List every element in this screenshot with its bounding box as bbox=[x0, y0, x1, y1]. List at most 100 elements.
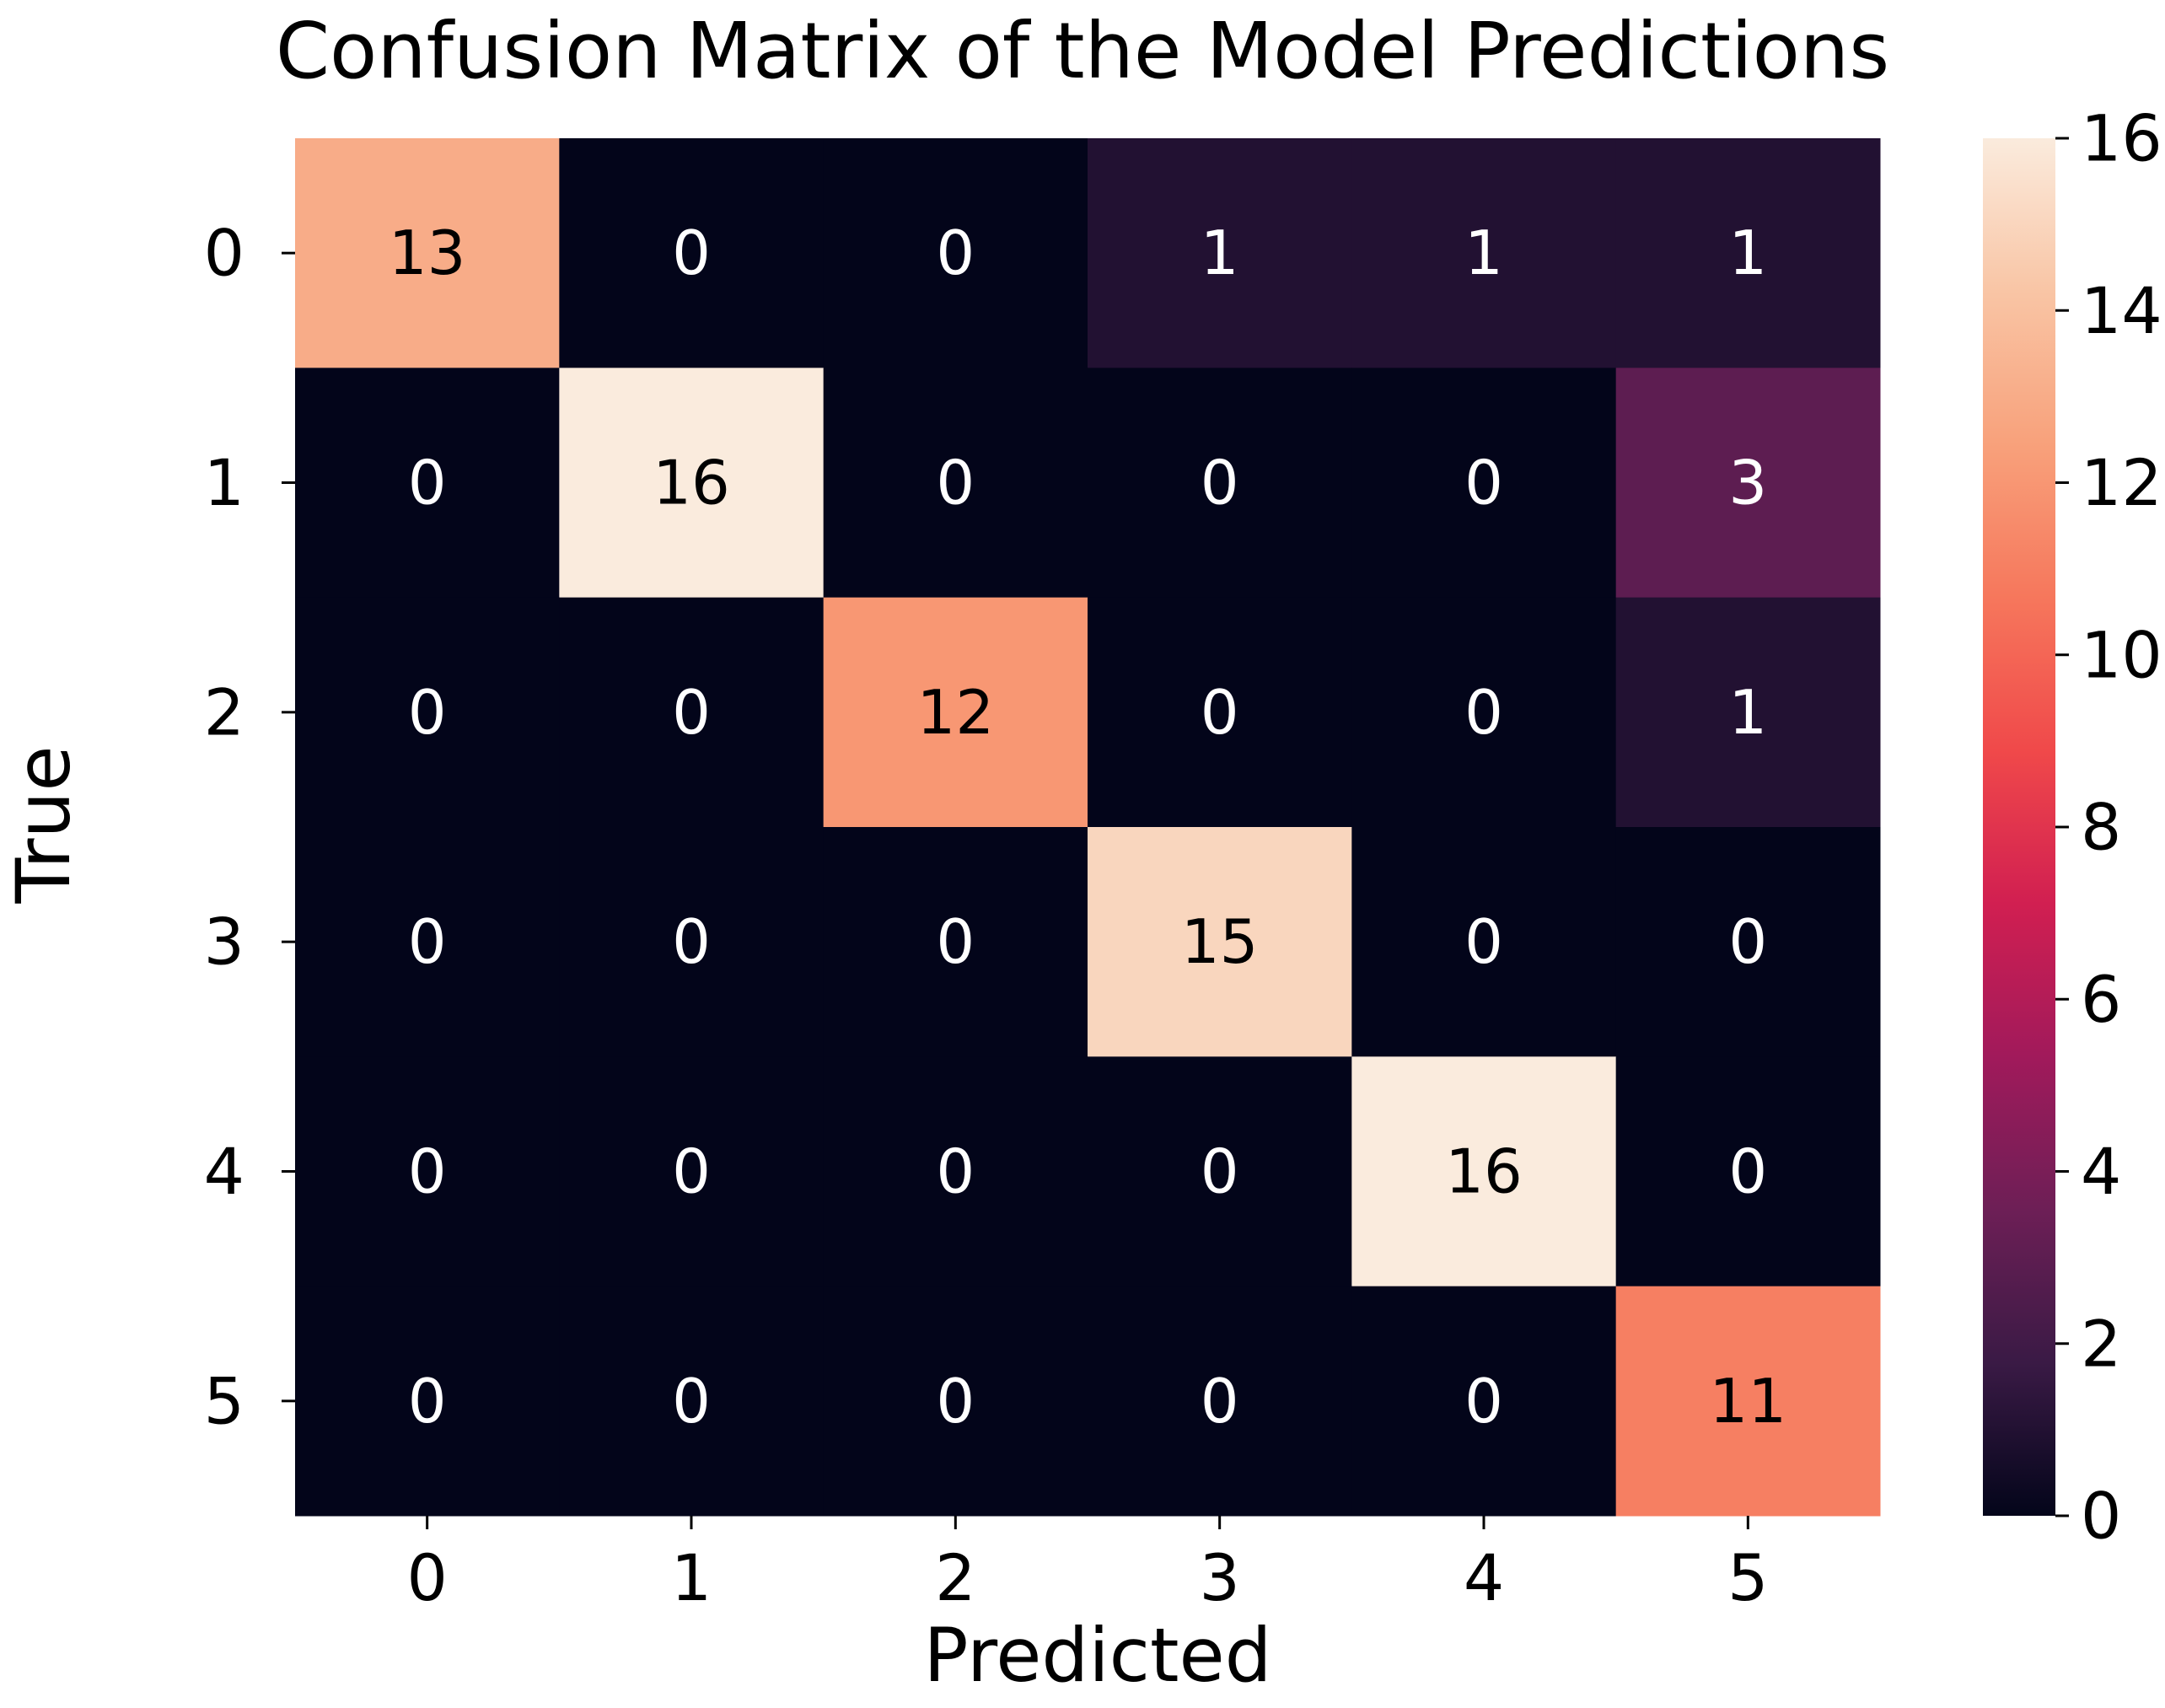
y-axis-ticks: 0 1 2 3 4 5 bbox=[204, 216, 295, 1438]
cell-value-label: 0 bbox=[1464, 906, 1503, 977]
colorbar-tick-label: 16 bbox=[2081, 101, 2162, 176]
y-tick-label: 5 bbox=[204, 1363, 244, 1438]
cell-value-label: 0 bbox=[1201, 1136, 1239, 1207]
cell-value-label: 0 bbox=[936, 448, 975, 518]
heatmap-cell bbox=[1088, 368, 1352, 599]
heatmap-cell bbox=[823, 827, 1088, 1057]
cell-value-label: 1 bbox=[1201, 218, 1239, 288]
heatmap-cell bbox=[559, 1056, 825, 1287]
heatmap-cell bbox=[823, 1286, 1088, 1517]
cell-value-label: 0 bbox=[672, 677, 711, 748]
colorbar-tick-label: 8 bbox=[2081, 790, 2121, 865]
cell-value-label: 0 bbox=[408, 1136, 447, 1207]
cell-value-label: 0 bbox=[1464, 1366, 1503, 1437]
heatmap-cells bbox=[295, 138, 1881, 1517]
colorbar-tick-label: 12 bbox=[2081, 445, 2162, 520]
heatmap-cell bbox=[295, 1286, 560, 1517]
heatmap-cell bbox=[1615, 138, 1881, 368]
cell-value-label: 0 bbox=[936, 1366, 975, 1437]
heatmap-cell bbox=[1088, 138, 1352, 368]
cell-value-label: 16 bbox=[1445, 1136, 1523, 1207]
heatmap-cell bbox=[559, 368, 825, 599]
cell-value-label: 0 bbox=[672, 1366, 711, 1437]
y-tick-label: 1 bbox=[204, 445, 244, 520]
x-tick-label: 2 bbox=[935, 1540, 975, 1615]
cell-value-label: 12 bbox=[917, 677, 995, 748]
cell-value-label: 0 bbox=[408, 448, 447, 518]
heatmap-cell bbox=[1351, 597, 1617, 828]
cell-value-label: 0 bbox=[1464, 448, 1503, 518]
colorbar-ticks: 0 2 4 6 8 10 12 14 16 bbox=[2055, 101, 2162, 1554]
heatmap-cell bbox=[1351, 138, 1617, 368]
heatmap-cell bbox=[1351, 827, 1617, 1057]
heatmap-cell-labels: 13 0 0 1 1 10 16 0 0 0 30 0 12 0 0 10 0 0 15 0 00 0 0 0 16 00 0 0 0 0… bbox=[389, 218, 1786, 1437]
y-tick-label: 2 bbox=[204, 674, 244, 749]
colorbar-tick-label: 2 bbox=[2081, 1306, 2121, 1381]
heatmap-cell bbox=[295, 1056, 560, 1287]
heatmap-cell bbox=[295, 597, 560, 828]
x-axis-label: Predicted bbox=[923, 1612, 1271, 1699]
colorbar-tick-label: 14 bbox=[2081, 273, 2162, 348]
y-tick-label: 3 bbox=[204, 905, 244, 980]
x-tick-label: 4 bbox=[1464, 1540, 1504, 1615]
colorbar bbox=[1983, 138, 2055, 1516]
cell-value-label: 1 bbox=[1464, 218, 1503, 288]
heatmap-cell bbox=[295, 138, 560, 368]
cell-value-label: 0 bbox=[1201, 1366, 1239, 1437]
cell-value-label: 1 bbox=[1728, 218, 1767, 288]
cell-value-label: 0 bbox=[1464, 677, 1503, 748]
heatmap-cell bbox=[1088, 1286, 1352, 1517]
heatmap-cell bbox=[823, 138, 1088, 368]
heatmap-cell bbox=[1615, 1286, 1881, 1517]
heatmap-cell bbox=[559, 138, 825, 368]
cell-value-label: 0 bbox=[672, 1136, 711, 1207]
heatmap-cell bbox=[1615, 827, 1881, 1057]
cell-value-label: 0 bbox=[672, 218, 711, 288]
cell-value-label: 15 bbox=[1181, 906, 1259, 977]
heatmap-cell bbox=[1351, 1056, 1617, 1287]
colorbar-tick-label: 6 bbox=[2081, 962, 2121, 1037]
chart-title: Confusion Matrix of the Model Prediction… bbox=[276, 6, 1889, 96]
cell-value-label: 0 bbox=[1201, 448, 1239, 518]
heatmap-cell bbox=[295, 368, 560, 599]
heatmap-cell bbox=[823, 368, 1088, 599]
heatmap-cell bbox=[559, 827, 825, 1057]
heatmap-cell bbox=[1088, 597, 1352, 828]
cell-value-label: 3 bbox=[1728, 448, 1767, 518]
x-tick-label: 5 bbox=[1727, 1540, 1768, 1615]
x-tick-label: 0 bbox=[406, 1540, 447, 1615]
heatmap-cell bbox=[1088, 827, 1352, 1057]
heatmap-cell bbox=[823, 1056, 1088, 1287]
y-tick-label: 4 bbox=[204, 1134, 244, 1209]
x-tick-label: 1 bbox=[671, 1540, 712, 1615]
cell-value-label: 0 bbox=[408, 1366, 447, 1437]
heatmap-cell bbox=[1088, 1056, 1352, 1287]
colorbar-tick-label: 10 bbox=[2081, 617, 2162, 692]
heatmap-cell bbox=[1351, 1286, 1617, 1517]
heatmap-cell bbox=[1615, 368, 1881, 599]
heatmap-cell bbox=[823, 597, 1088, 828]
x-tick-label: 3 bbox=[1199, 1540, 1239, 1615]
cell-value-label: 11 bbox=[1710, 1366, 1787, 1437]
heatmap-cell bbox=[559, 597, 825, 828]
x-axis-ticks: 0 1 2 3 4 5 bbox=[406, 1516, 1769, 1615]
cell-value-label: 0 bbox=[936, 218, 975, 288]
heatmap-cell bbox=[1615, 1056, 1881, 1287]
heatmap-cell bbox=[1615, 597, 1881, 828]
heatmap-cell bbox=[559, 1286, 825, 1517]
cell-value-label: 13 bbox=[389, 218, 466, 288]
cell-value-label: 16 bbox=[653, 448, 730, 518]
colorbar-tick-label: 4 bbox=[2081, 1134, 2121, 1209]
cell-value-label: 0 bbox=[936, 906, 975, 977]
y-tick-label: 0 bbox=[204, 216, 244, 291]
heatmap-cell bbox=[295, 827, 560, 1057]
cell-value-label: 1 bbox=[1728, 677, 1767, 748]
cell-value-label: 0 bbox=[936, 1136, 975, 1207]
cell-value-label: 0 bbox=[1728, 906, 1767, 977]
cell-value-label: 0 bbox=[408, 677, 447, 748]
colorbar-tick-label: 0 bbox=[2081, 1479, 2121, 1554]
cell-value-label: 0 bbox=[672, 906, 711, 977]
cell-value-label: 0 bbox=[408, 906, 447, 977]
cell-value-label: 0 bbox=[1728, 1136, 1767, 1207]
